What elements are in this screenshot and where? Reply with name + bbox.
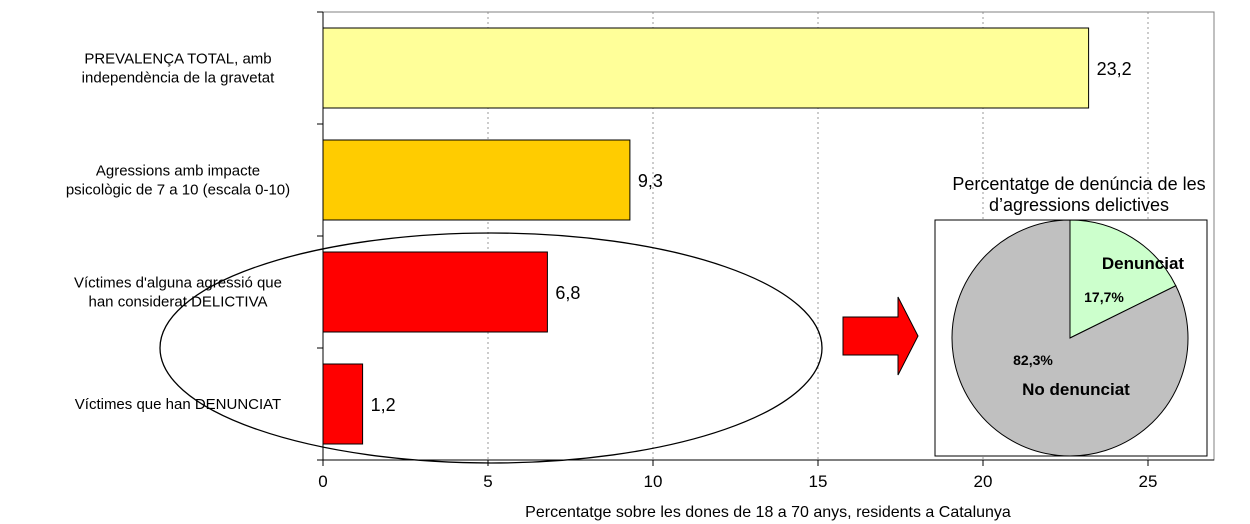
category-labels: PREVALENÇA TOTAL, amb independència de la… [66,51,290,414]
x-axis-title: Percentatge sobre les dones de 18 a 70 a… [525,504,1011,521]
category-label: PREVALENÇA TOTAL, amb [84,51,271,68]
bar-value-label: 9,3 [638,171,663,191]
bar [322,139,631,221]
category-label: han considerat DELICTIVA [89,294,268,311]
arrow-icon [842,296,919,376]
x-tick-label: 5 [483,472,492,491]
x-tick-label: 15 [809,472,828,491]
pie-slice-label: No denunciat [1022,380,1130,399]
category-label: Víctimes que han DENUNCIAT [75,396,281,413]
pie-slice-value: 17,7% [1084,289,1124,305]
pie-title: Percentatge de denúncia de lesd’agressio… [952,174,1205,215]
highlight-ellipse [159,232,823,464]
category-label: independència de la gravetat [82,70,275,87]
category-label: psicològic de 7 a 10 (escala 0-10) [66,182,290,199]
x-tick-label: 0 [318,472,327,491]
bar [322,251,548,333]
pie-title-line: d’agressions delictives [989,195,1169,215]
x-tick-label: 20 [974,472,993,491]
pie-slice-value: 82,3% [1013,352,1053,368]
pie-title-line: Percentatge de denúncia de les [952,174,1205,194]
bar [322,363,364,445]
category-label: Agressions amb impacte [96,163,260,180]
bar-value-label: 23,2 [1097,59,1132,79]
x-tick-labels: 0 5 10 15 20 25 [318,472,1157,491]
pie: Denunciat 17,7% 82,3% No denunciat [951,219,1189,457]
pie-slice [951,219,1189,457]
axes [317,11,1215,466]
bar [322,27,1090,109]
pie-slice [1069,219,1177,339]
bar-value-label: 6,8 [555,283,580,303]
bar-value-label: 1,2 [371,395,396,415]
bars: 23,2 9,3 6,8 1,2 [322,27,1132,445]
x-tick-label: 10 [644,472,663,491]
category-label: Víctimes d'alguna agressió que [74,275,282,292]
x-tick-label: 25 [1139,472,1158,491]
pie-slice-label: Denunciat [1102,254,1185,273]
